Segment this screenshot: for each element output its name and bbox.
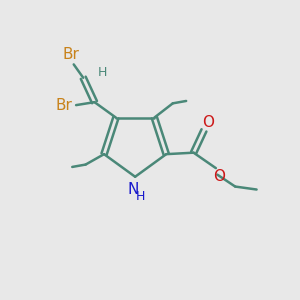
Text: O: O — [202, 115, 214, 130]
Text: Br: Br — [62, 47, 79, 62]
Text: N: N — [127, 182, 138, 197]
Text: H: H — [98, 66, 107, 79]
Text: H: H — [136, 190, 145, 202]
Text: O: O — [213, 169, 225, 184]
Text: Br: Br — [55, 98, 72, 112]
